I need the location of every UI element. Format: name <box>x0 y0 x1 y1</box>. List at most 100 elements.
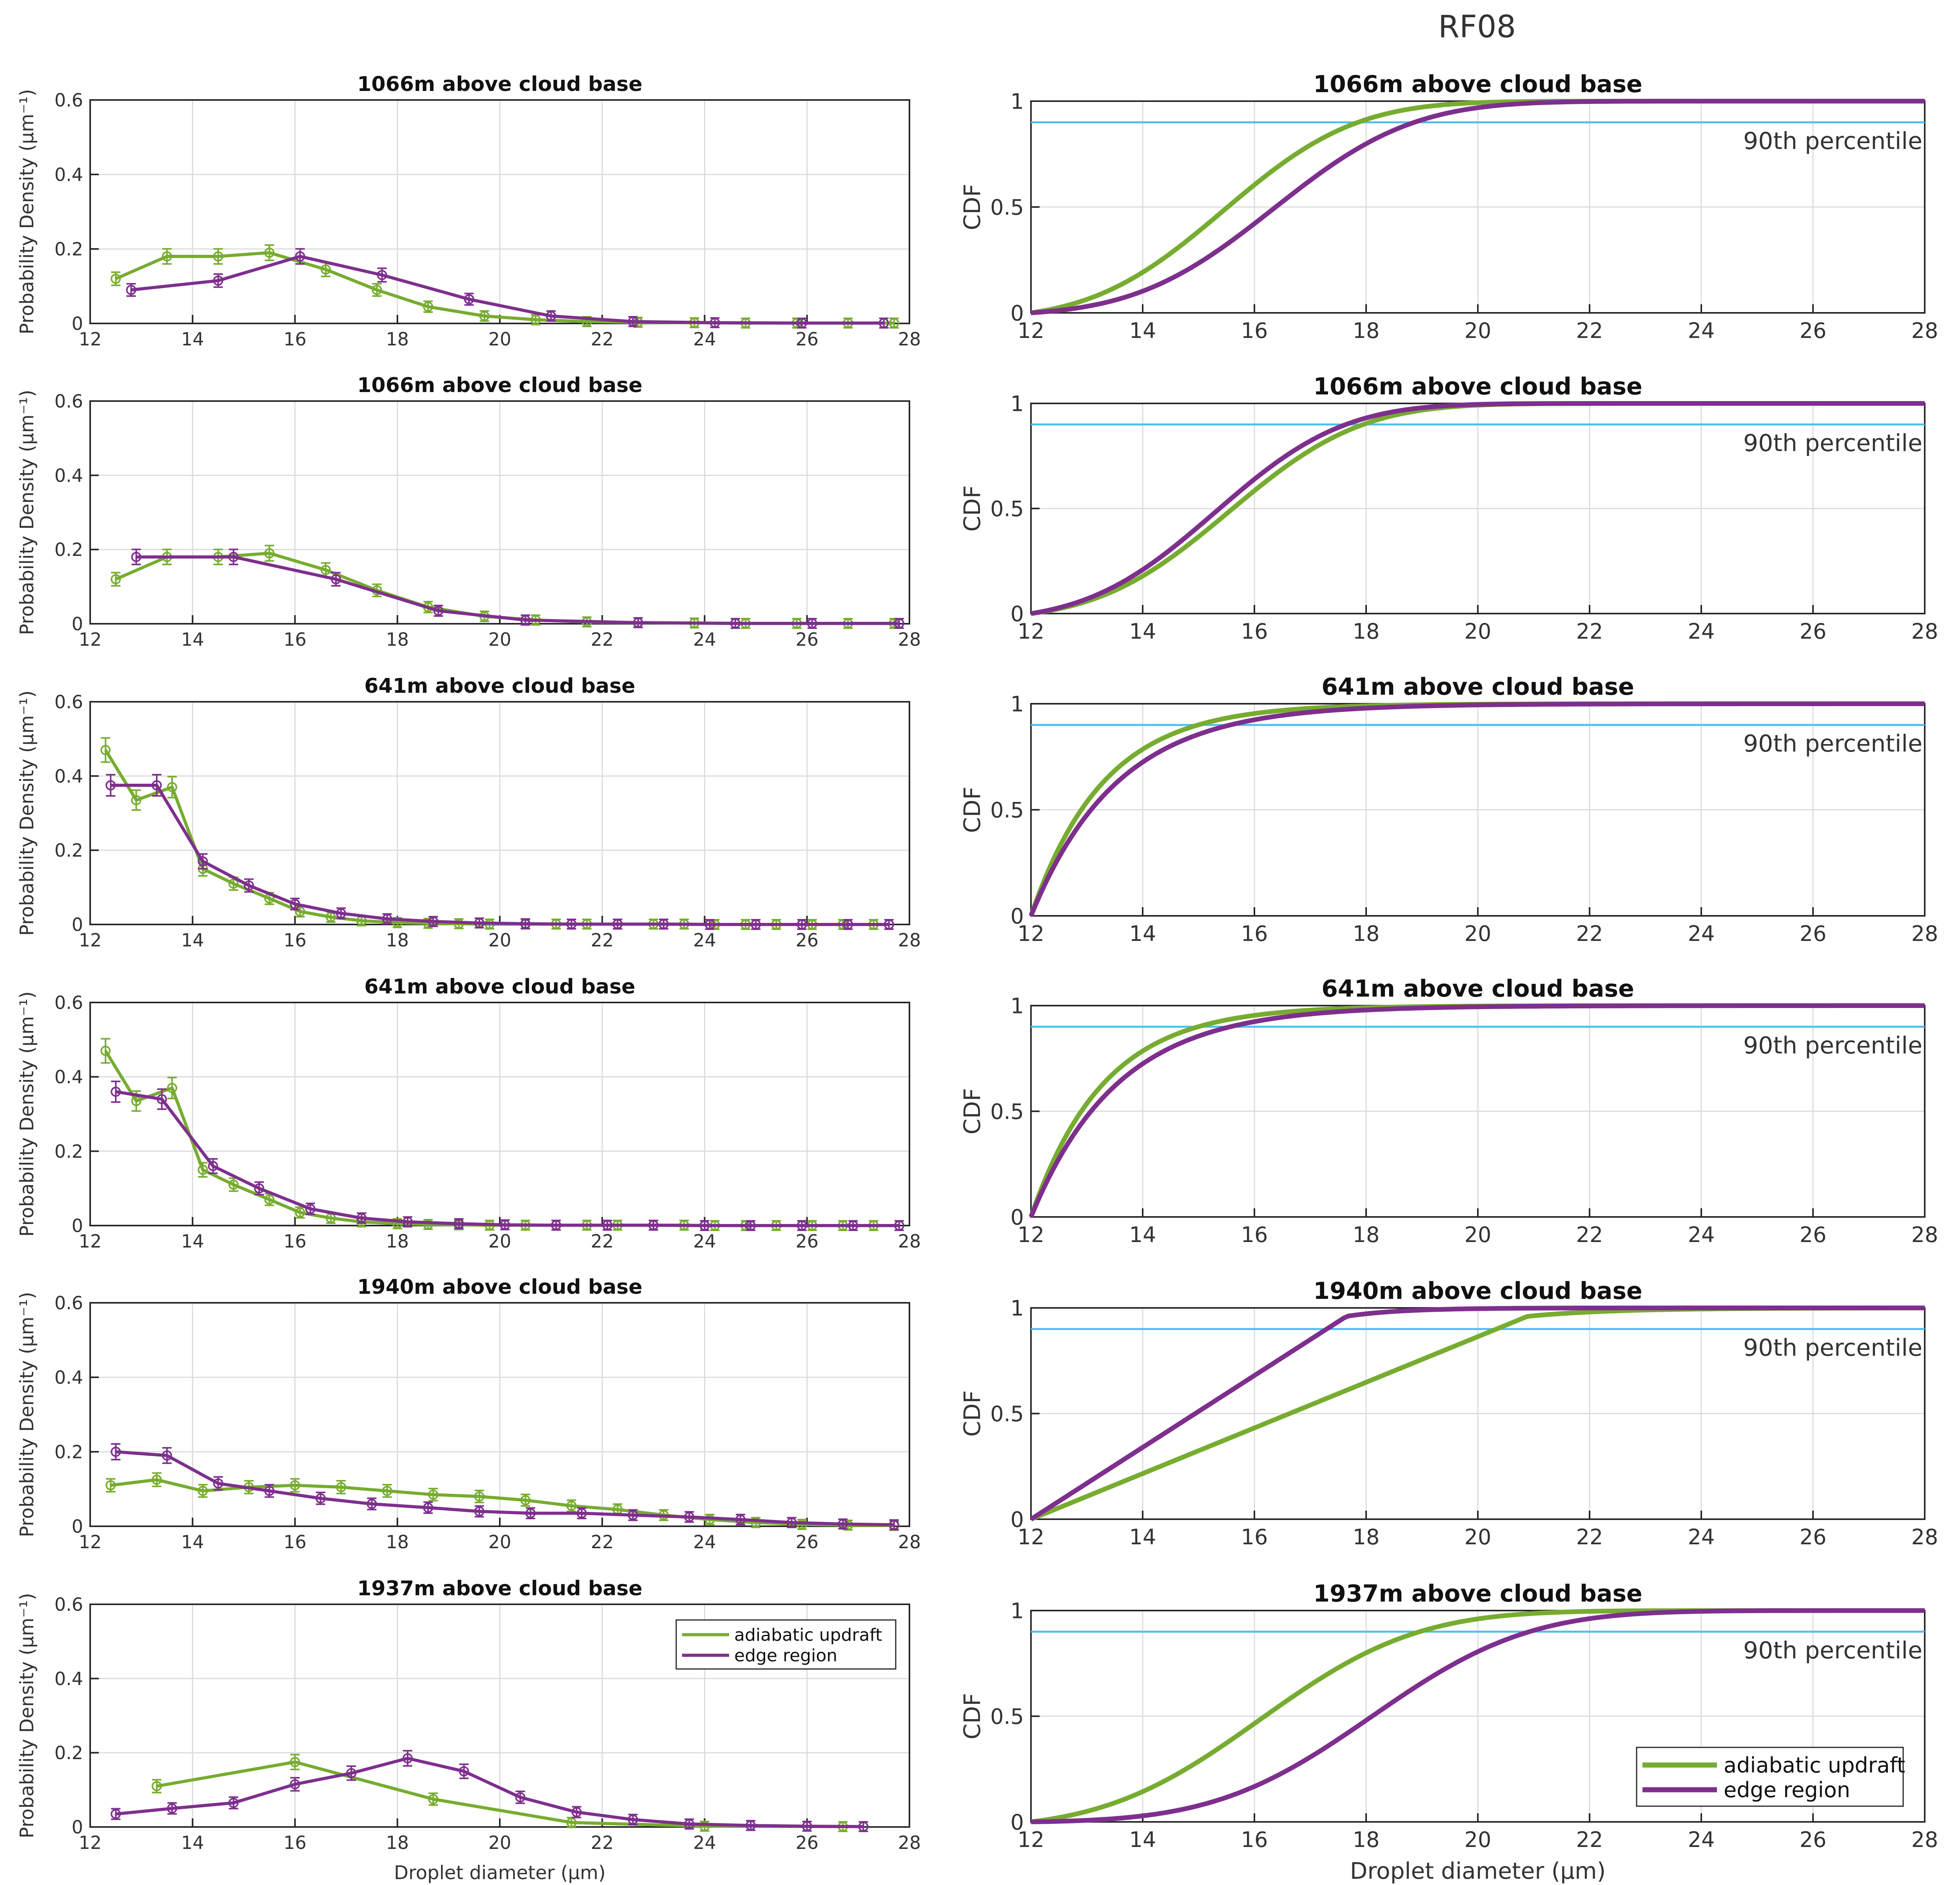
x-tick-label: 12 <box>1018 1525 1045 1549</box>
x-tick-label: 26 <box>1800 1525 1827 1549</box>
x-tick-label: 16 <box>1241 1525 1268 1549</box>
y-tick-label: 0.4 <box>54 1367 83 1388</box>
data-point-adiabatic <box>428 1489 439 1500</box>
y-tick-label: 0 <box>72 1215 83 1237</box>
y-axis-label: CDF <box>959 786 985 833</box>
y-tick-label: 1 <box>1011 993 1024 1018</box>
cdf-curve-edge <box>1031 99 1925 315</box>
x-tick-label: 22 <box>1576 619 1603 644</box>
x-tick-label: 12 <box>79 1832 102 1853</box>
x-tick-label: 26 <box>1800 921 1827 946</box>
y-tick-label: 0.2 <box>54 1742 83 1763</box>
y-tick-label: 0.6 <box>54 1594 83 1615</box>
x-tick-label: 28 <box>898 629 921 650</box>
x-tick-label: 20 <box>488 1832 512 1853</box>
data-point-edge <box>710 318 720 328</box>
y-tick-label: 0.5 <box>990 496 1024 521</box>
x-tick-label: 14 <box>1129 1525 1156 1549</box>
data-point-edge <box>346 1768 357 1778</box>
data-point-adiabatic <box>566 1817 577 1828</box>
y-axis-label: CDF <box>959 485 985 532</box>
data-point-adiabatic <box>228 1179 239 1190</box>
x-tick-label: 24 <box>1688 1525 1715 1549</box>
data-point-edge <box>464 294 474 305</box>
x-tick-label: 20 <box>1465 1222 1492 1247</box>
x-tick-label: 20 <box>488 329 512 350</box>
data-point-adiabatic <box>520 1495 531 1505</box>
data-point-edge <box>520 919 531 929</box>
x-tick-label: 14 <box>181 1231 204 1252</box>
x-tick-label: 14 <box>1129 1222 1156 1247</box>
y-tick-label: 0.6 <box>54 692 83 713</box>
legend-box <box>675 1619 897 1670</box>
y-tick-label: 0 <box>72 313 83 334</box>
data-point-edge <box>305 1204 316 1214</box>
x-tick-label: 22 <box>591 629 614 650</box>
panel-title: 641m above cloud base <box>1321 673 1634 701</box>
data-point-edge <box>797 919 807 930</box>
panel-title: 1066m above cloud base <box>357 73 642 96</box>
x-tick-label: 24 <box>693 1231 716 1252</box>
y-tick-label: 0.6 <box>54 992 83 1013</box>
data-point-edge <box>336 908 347 919</box>
y-tick-label: 0.2 <box>54 239 83 260</box>
x-tick-label: 22 <box>591 1231 614 1252</box>
x-tick-label: 28 <box>898 1531 921 1553</box>
data-point-adiabatic <box>111 274 121 284</box>
data-point-edge <box>356 1213 367 1224</box>
data-point-edge <box>746 1220 756 1231</box>
data-point-adiabatic <box>530 314 541 325</box>
y-axis-label: Probability Density (μm⁻¹) <box>16 390 38 635</box>
y-tick-label: 0.2 <box>54 1141 83 1162</box>
series-line-edge <box>131 255 884 325</box>
x-tick-label: 26 <box>795 1231 818 1252</box>
y-axis-label: Probability Density (μm⁻¹) <box>16 1593 38 1838</box>
x-tick-label: 24 <box>1688 1222 1715 1247</box>
y-tick-label: 0.6 <box>54 1293 83 1314</box>
x-tick-label: 22 <box>591 930 614 951</box>
data-point-adiabatic <box>699 1821 710 1832</box>
data-point-adiabatic <box>167 782 177 792</box>
legend-box <box>1636 1747 1904 1807</box>
x-tick-label: 14 <box>1129 1827 1156 1852</box>
cdf-curve-edge <box>1029 1003 1925 1218</box>
data-point-edge <box>111 1809 121 1819</box>
x-tick-label: 26 <box>1800 318 1827 343</box>
x-tick-label: 28 <box>1911 1525 1938 1549</box>
data-point-edge <box>228 552 239 562</box>
x-tick-label: 20 <box>488 1531 512 1553</box>
data-point-adiabatic <box>336 1482 347 1493</box>
data-point-adiabatic <box>131 1096 142 1106</box>
x-tick-label: 22 <box>591 1832 614 1853</box>
data-point-edge <box>208 1161 218 1171</box>
x-tick-label: 18 <box>386 629 409 650</box>
data-point-edge <box>167 1803 177 1814</box>
data-point-edge <box>848 1220 858 1231</box>
data-point-adiabatic <box>382 1485 392 1496</box>
y-tick-label: 1 <box>1011 391 1024 416</box>
pdf-panel-4: 12 14 16 18 20 22 24 26 28 0 0.2 0.4 0.6 641m above c… <box>16 975 921 1252</box>
data-point-edge <box>402 1217 413 1227</box>
data-point-edge <box>633 617 643 628</box>
data-point-edge <box>254 1183 265 1194</box>
cdf-curve-edge <box>1031 401 1925 616</box>
y-axis-label: Probability Density (μm⁻¹) <box>16 89 38 334</box>
data-point-edge <box>648 1220 659 1231</box>
y-axis-label: Probability Density (μm⁻¹) <box>16 991 38 1237</box>
y-tick-label: 0.5 <box>990 1099 1024 1124</box>
data-point-edge <box>131 552 142 562</box>
data-point-edge <box>894 618 904 629</box>
data-point-edge <box>520 615 531 625</box>
y-axis-label: Probability Density (μm⁻¹) <box>16 1292 38 1537</box>
data-point-adiabatic <box>428 1794 439 1804</box>
x-tick-label: 16 <box>283 1832 307 1853</box>
data-point-edge <box>162 1450 172 1461</box>
x-tick-label: 22 <box>1576 1827 1603 1852</box>
data-point-edge <box>126 285 136 295</box>
x-axis-label: Droplet diameter (μm) <box>1350 1858 1606 1884</box>
data-point-edge <box>566 919 577 930</box>
data-point-edge <box>797 1220 807 1231</box>
data-point-edge <box>454 1219 464 1229</box>
